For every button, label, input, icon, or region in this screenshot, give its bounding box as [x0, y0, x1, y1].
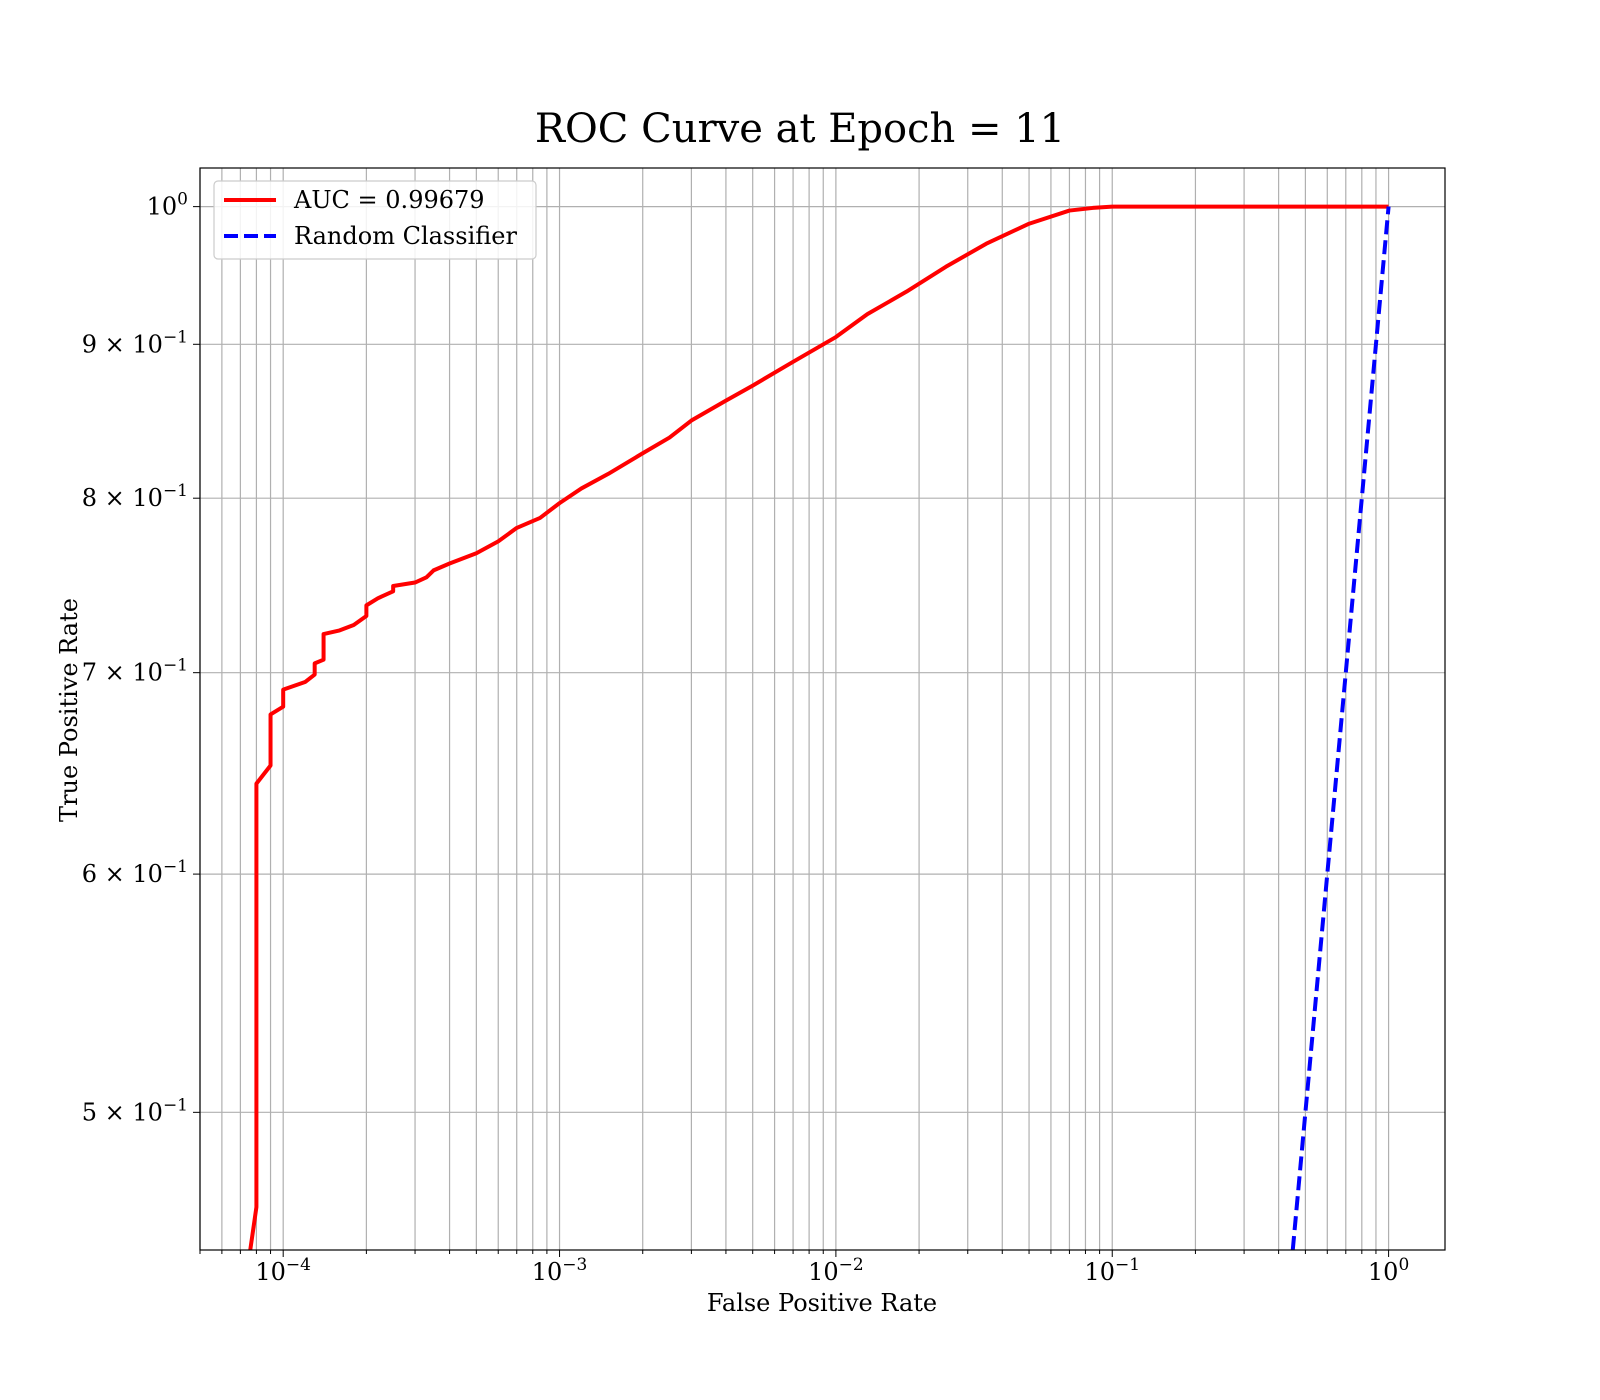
roc-curve-line — [248, 204, 1389, 1250]
legend: AUC = 0.99679 Random Classifier — [213, 180, 537, 260]
x-tick-label: 10−3 — [532, 1255, 588, 1286]
plot-frame — [199, 167, 1446, 1251]
y-tick-label: 7 × 10−1 — [82, 656, 188, 687]
random-classifier-line — [1290, 206, 1391, 1250]
y-tick-label: 6 × 10−1 — [82, 857, 188, 888]
legend-label-auc: AUC = 0.99679 — [293, 186, 485, 214]
y-tick-label: 8 × 10−1 — [82, 481, 188, 512]
legend-box — [213, 180, 537, 260]
x-tick-label: 100 — [1368, 1255, 1409, 1286]
x-tick-label: 10−4 — [255, 1255, 311, 1286]
y-tick-label: 100 — [147, 190, 188, 221]
y-tick-label: 5 × 10−1 — [82, 1095, 188, 1126]
y-axis-label: True Positive Rate — [55, 598, 83, 822]
legend-label-random: Random Classifier — [294, 222, 517, 250]
x-axis-label: False Positive Rate — [707, 1289, 937, 1317]
chart-title: ROC Curve at Epoch = 11 — [535, 106, 1065, 152]
x-tick-label: 10−1 — [1084, 1255, 1140, 1286]
tick-layer: 10−4 10−3 10−2 10−1 100 100 9 × 10−1 8 × 10−1 7 … — [82, 190, 1410, 1286]
x-tick-label: 10−2 — [808, 1255, 864, 1286]
plot-layer — [248, 204, 1391, 1250]
grid-layer — [199, 168, 1445, 1250]
y-tick-label: 9 × 10−1 — [82, 327, 188, 358]
